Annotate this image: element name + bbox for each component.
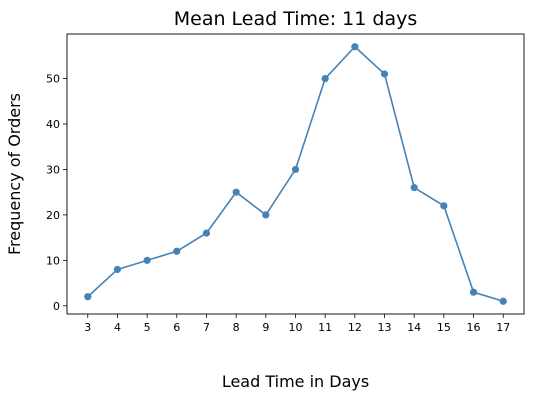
data-point: [202, 229, 211, 237]
x-tick-label: 13: [378, 321, 392, 334]
chart-title: Mean Lead Time: 11 days: [174, 8, 418, 30]
y-tick-label: 10: [46, 254, 60, 267]
y-tick-label: 50: [46, 73, 60, 86]
x-tick-label: 6: [173, 321, 180, 334]
data-point: [440, 202, 448, 210]
y-tick-label: 20: [46, 209, 60, 222]
data-point: [351, 43, 359, 51]
data-point: [232, 188, 240, 196]
x-tick-label: 12: [348, 321, 362, 334]
x-tick-label: 9: [262, 321, 269, 334]
data-point: [499, 297, 507, 305]
data-point: [291, 165, 300, 174]
data-point: [410, 184, 418, 192]
data-point: [173, 247, 181, 255]
x-tick-label: 7: [203, 321, 210, 334]
data-point: [113, 265, 122, 274]
data-point: [262, 211, 270, 219]
data-points: [84, 43, 507, 305]
data-point: [380, 70, 389, 78]
x-tick-label: 3: [84, 321, 91, 334]
data-point: [469, 288, 478, 296]
y-axis-label: Frequency of Orders: [5, 93, 24, 255]
x-tick-label: 11: [318, 321, 332, 334]
x-axis-label: Lead Time in Days: [222, 372, 369, 391]
x-tick-label: 4: [114, 321, 121, 334]
data-point: [321, 74, 329, 83]
plot-frame: [66, 33, 525, 315]
x-tick-label: 10: [289, 321, 303, 334]
y-tick-label: 0: [53, 300, 60, 313]
x-tick-label: 15: [437, 321, 451, 334]
data-point: [84, 293, 92, 301]
x-tick-label: 16: [467, 321, 481, 334]
y-tick-label: 30: [46, 163, 60, 176]
x-tick-label: 14: [407, 321, 421, 334]
x-tick-label: 17: [496, 321, 510, 334]
x-tick-label: 8: [233, 321, 240, 334]
y-tick-label: 40: [46, 118, 60, 131]
x-tick-label: 5: [144, 321, 151, 334]
data-point: [143, 256, 151, 264]
axis-ticks: 3 4 5 6 7 8 9 10 11 12 13 14 15 16 17 0 10 20 30 40 50: [46, 73, 510, 334]
